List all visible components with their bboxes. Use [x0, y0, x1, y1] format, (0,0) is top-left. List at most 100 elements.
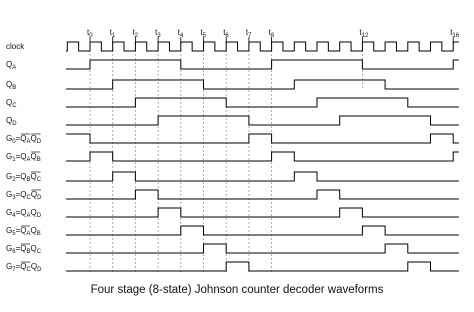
equals-sign: =: [16, 134, 21, 143]
waveforms: [65, 41, 459, 272]
caption: Four stage (8-state) Johnson counter dec…: [91, 284, 384, 296]
equals-sign: =: [16, 226, 21, 235]
time-subscript: 7: [248, 33, 252, 39]
time-subscript: 1: [112, 33, 116, 39]
signal-subscript: C: [12, 103, 17, 109]
waveform: [65, 97, 459, 108]
term-name: Q: [31, 134, 37, 143]
time-label: t: [178, 28, 181, 37]
term-name: Q: [31, 244, 37, 253]
term-name: Q: [20, 152, 26, 161]
term-subscript: A: [26, 139, 30, 145]
time-subscript: 8: [271, 33, 275, 39]
time-subscript: 4: [180, 33, 184, 39]
term-name: Q: [20, 244, 26, 253]
term-subscript: B: [37, 231, 41, 237]
waveform: [65, 261, 459, 272]
time-label: t: [450, 28, 453, 37]
equals-sign: =: [16, 244, 21, 253]
time-subscript: 3: [157, 33, 161, 39]
signal-subscript: 3: [12, 195, 16, 201]
time-subscript: 16: [452, 33, 459, 39]
term-name: Q: [20, 172, 26, 181]
term-subscript: C: [26, 267, 31, 273]
signal-subscript: B: [12, 85, 16, 91]
term-name: Q: [20, 208, 26, 217]
waveform: [65, 151, 459, 162]
signal-name: Q: [6, 80, 12, 89]
term-name: Q: [20, 134, 26, 143]
time-labels: t 0 t 1 t 2 t 3 t 4 t 5 t 6 t 7 t 8 t 12 t 16: [87, 28, 460, 44]
term-subscript: D: [37, 213, 42, 219]
signal-name: G: [6, 226, 12, 235]
signal-subscript: 5: [12, 231, 16, 237]
signal-name: G: [6, 172, 12, 181]
signal-name: G: [6, 134, 12, 143]
time-label: t: [132, 28, 135, 37]
term-name: Q: [20, 190, 26, 199]
term-name: Q: [31, 190, 37, 199]
waveform: [65, 133, 459, 144]
term-subscript: A: [26, 231, 30, 237]
signal-name: Q: [6, 60, 12, 69]
term-subscript: A: [26, 213, 30, 219]
signal-subscript: 2: [12, 177, 16, 183]
waveform: [65, 41, 459, 52]
waveform: [65, 225, 459, 236]
time-subscript: 12: [362, 33, 369, 39]
time-subscript: 2: [135, 33, 139, 39]
term-name: Q: [20, 262, 26, 271]
signal-subscript: 1: [12, 157, 16, 163]
equals-sign: =: [16, 172, 21, 181]
signal-name: Q: [6, 98, 12, 107]
time-label: t: [223, 28, 226, 37]
signal-name: G: [6, 262, 12, 271]
term-name: Q: [31, 208, 37, 217]
time-subscript: 6: [225, 33, 229, 39]
term-subscript: B: [26, 177, 30, 183]
equals-sign: =: [16, 190, 21, 199]
term-name: Q: [31, 226, 37, 235]
signal-name: G: [6, 208, 12, 217]
time-label: t: [201, 28, 204, 37]
waveform: [65, 243, 459, 254]
term-name: Q: [20, 226, 26, 235]
signal-name: G: [6, 152, 12, 161]
time-label: t: [87, 28, 90, 37]
time-label: t: [155, 28, 158, 37]
signal-subscript: 0: [12, 139, 16, 145]
signal-name: Q: [6, 116, 12, 125]
waveform: [65, 189, 459, 200]
term-name: Q: [31, 262, 37, 271]
time-label: t: [246, 28, 249, 37]
time-label: t: [269, 28, 272, 37]
signal-name: G: [6, 190, 12, 199]
term-subscript: C: [37, 249, 42, 255]
signal-subscript: 6: [12, 249, 16, 255]
term-name: Q: [31, 172, 37, 181]
signal-subscript: 4: [12, 213, 16, 219]
term-subscript: C: [26, 195, 31, 201]
signal-name: G: [6, 244, 12, 253]
signal-subscript: D: [12, 121, 17, 127]
time-label: t: [110, 28, 113, 37]
time-subscript: 0: [89, 33, 93, 39]
term-subscript: D: [37, 267, 42, 273]
term-subscript: B: [26, 249, 30, 255]
signal-name: clock: [6, 42, 25, 51]
equals-sign: =: [16, 152, 21, 161]
term-subscript: A: [26, 157, 30, 163]
waveform: [65, 207, 459, 218]
waveform: [65, 171, 459, 182]
term-name: Q: [31, 152, 37, 161]
equals-sign: =: [16, 262, 21, 271]
term-subscript: D: [37, 195, 42, 201]
signal-subscript: A: [12, 65, 16, 71]
term-subscript: B: [37, 157, 41, 163]
waveform: [65, 115, 459, 126]
equals-sign: =: [16, 208, 21, 217]
waveform: [65, 79, 459, 90]
time-label: t: [359, 28, 362, 37]
